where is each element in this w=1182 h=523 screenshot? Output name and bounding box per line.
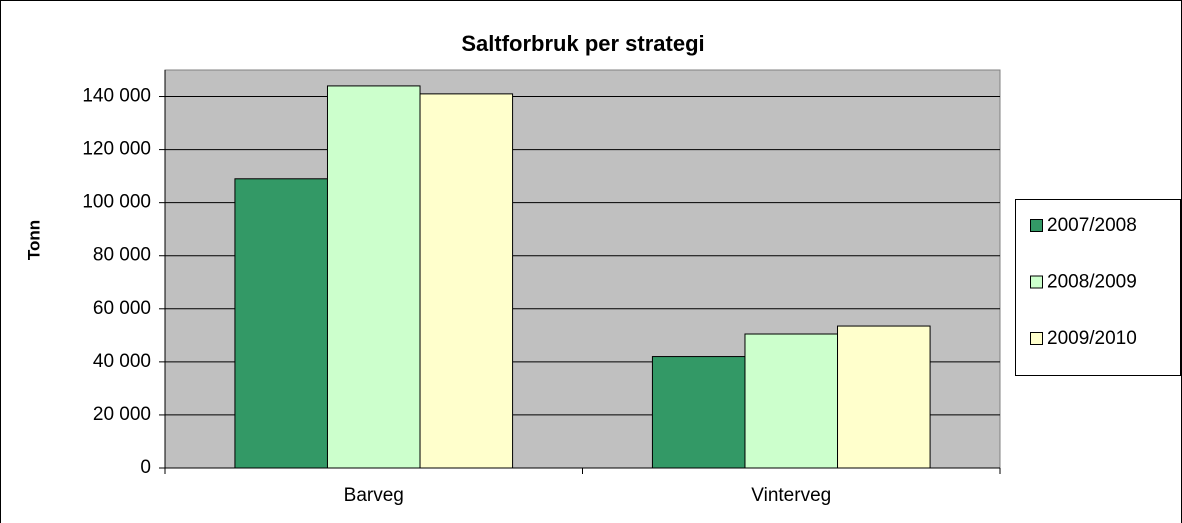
y-tick-label: 20 000 [93,404,151,425]
bar [326,85,421,469]
y-axis-title: Tonn [24,220,43,260]
y-tick-label: 80 000 [93,245,151,266]
legend-label: 2007/2008 [1047,215,1137,236]
legend-swatch [1030,332,1043,345]
y-tick-label: 60 000 [93,298,151,319]
x-tick-label: Vinterveg [751,485,831,506]
legend-swatch [1030,275,1043,289]
bar [651,356,746,469]
chart-title: Saltforbruk per strategi [461,31,704,56]
y-tick-label: 0 [140,457,151,478]
legend-label: 2008/2009 [1047,272,1137,293]
y-tick-label: 120 000 [82,139,151,160]
legend-swatch [1030,219,1043,232]
y-tick-label: 40 000 [93,351,151,372]
bar [419,93,514,469]
legend-label: 2009/2010 [1047,328,1137,349]
y-tick-label: 100 000 [82,192,151,213]
x-tick-label: Barveg [344,485,404,506]
bar [744,333,839,469]
bar [234,178,328,469]
bar [837,325,931,469]
y-tick-label: 140 000 [82,86,151,107]
